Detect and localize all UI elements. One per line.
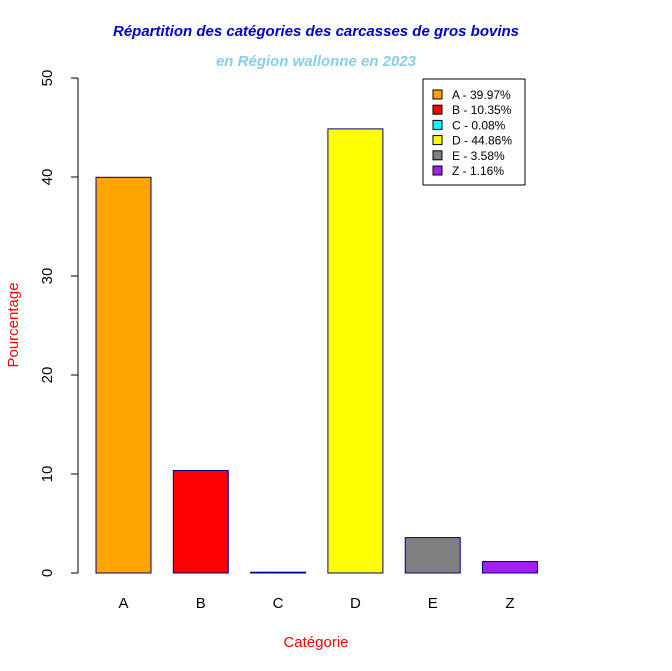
x-tick-label: A bbox=[118, 595, 128, 612]
bar-e bbox=[404, 537, 461, 574]
y-tick-label: 0 bbox=[39, 569, 56, 577]
bar-d bbox=[327, 128, 384, 574]
legend-entry: D - 44.86% bbox=[452, 134, 512, 148]
chart-subtitle: en Région wallonne en 2023 bbox=[216, 53, 417, 70]
x-tick-label: E bbox=[428, 595, 438, 612]
legend-entry: E - 3.58% bbox=[452, 149, 505, 163]
bar-c bbox=[250, 571, 307, 574]
x-tick-label: Z bbox=[505, 595, 514, 612]
legend-entry: B - 10.35% bbox=[452, 103, 512, 117]
y-axis: 0 10 20 30 40 50 bbox=[39, 70, 79, 577]
x-tick-label: D bbox=[350, 595, 361, 612]
y-tick-label: 40 bbox=[39, 169, 56, 186]
bars bbox=[95, 128, 538, 574]
legend-swatch bbox=[432, 89, 443, 100]
bar-b bbox=[172, 470, 229, 574]
y-axis-label: Pourcentage bbox=[5, 282, 22, 367]
bar-a bbox=[95, 176, 152, 574]
y-tick-label: 30 bbox=[39, 268, 56, 285]
x-tick-label: C bbox=[273, 595, 284, 612]
legend: A - 39.97%B - 10.35%C - 0.08% D - 44.86%E… bbox=[422, 78, 526, 186]
y-tick-label: 20 bbox=[39, 367, 56, 384]
bar-z bbox=[482, 561, 538, 574]
legend-entry: C - 0.08% bbox=[452, 118, 506, 132]
y-tick-label: 50 bbox=[39, 70, 56, 87]
y-tick-label: 10 bbox=[39, 466, 56, 483]
legend-entry: A - 39.97% bbox=[452, 88, 511, 102]
legend-swatch bbox=[432, 119, 443, 130]
chart-title: Répartition des catégories des carcasses… bbox=[113, 23, 519, 40]
x-tick-label: B bbox=[196, 595, 206, 612]
legend-swatch bbox=[432, 104, 443, 115]
x-axis-label: Catégorie bbox=[283, 634, 348, 651]
legend-swatch bbox=[432, 135, 443, 146]
legend-entry: Z - 1.16% bbox=[452, 164, 504, 178]
legend-swatch bbox=[432, 150, 443, 161]
legend-swatch bbox=[432, 165, 443, 176]
